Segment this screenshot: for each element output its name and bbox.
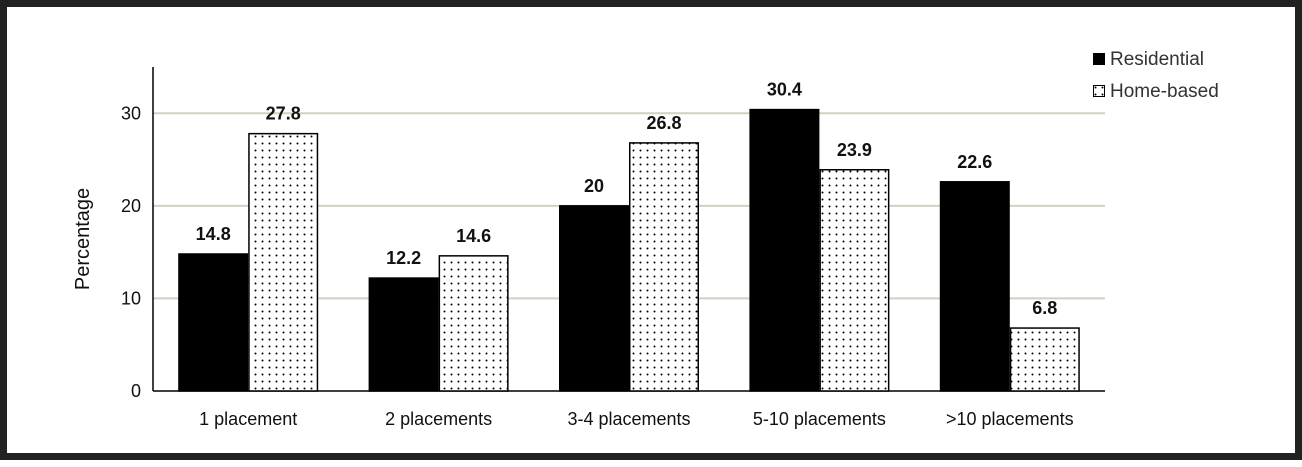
y-tick-label: 30 [121, 103, 141, 123]
data-label: 30.4 [767, 80, 802, 100]
y-tick-label: 0 [131, 381, 141, 401]
legend: Residential Home-based [1093, 49, 1219, 102]
data-label: 20 [584, 176, 604, 196]
y-tick-label: 20 [121, 196, 141, 216]
bar-residential [368, 277, 439, 392]
bar-residential [749, 108, 820, 392]
bar-residential [559, 205, 629, 392]
y-axis-title: Percentage [72, 188, 94, 290]
bar-residential [178, 253, 249, 392]
bars [178, 108, 1080, 392]
x-tick-label: 3-4 placements [567, 409, 690, 429]
x-tick-label: >10 placements [946, 409, 1074, 429]
legend-label-residential: Residential [1110, 49, 1204, 70]
y-tick-label: 10 [121, 288, 141, 308]
legend-label-home-based: Home-based [1110, 81, 1219, 102]
bar-home-based [248, 132, 319, 392]
bar-home-based [438, 255, 509, 392]
bar-home-based [819, 169, 890, 392]
data-label: 12.2 [386, 248, 421, 268]
bar-residential [939, 181, 1010, 392]
data-label: 26.8 [646, 113, 681, 133]
x-tick-label: 2 placements [385, 409, 492, 429]
legend-swatch-residential [1093, 53, 1105, 65]
x-tick-label: 1 placement [199, 409, 297, 429]
data-label: 22.6 [957, 152, 992, 172]
bar-home-based [1009, 327, 1080, 392]
data-label: 27.8 [266, 104, 301, 124]
data-label: 6.8 [1032, 298, 1057, 318]
data-label: 14.6 [456, 226, 491, 246]
legend-swatch-home-based [1093, 85, 1105, 97]
data-label: 23.9 [837, 140, 872, 160]
data-label: 14.8 [196, 224, 231, 244]
data-labels: 14.8 27.8 12.2 14.6 20 26.8 30.4 23.9 22.6 6.8 [196, 80, 1058, 318]
x-tick-label: 5-10 placements [753, 409, 886, 429]
bar-home-based [629, 142, 699, 392]
bar-chart: 0 10 20 30 1 placement 2 placements 3-4 placem… [72, 49, 1219, 429]
